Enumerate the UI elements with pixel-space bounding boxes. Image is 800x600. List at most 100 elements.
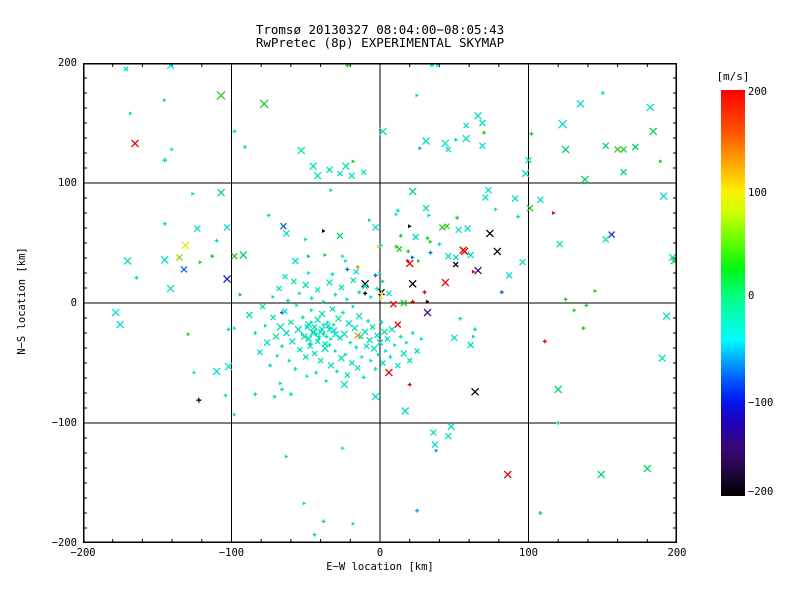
x-marker [521, 169, 530, 178]
plus-marker [333, 292, 338, 297]
x-marker [344, 372, 351, 378]
dot-marker [427, 213, 432, 218]
plus-marker [334, 369, 339, 374]
x-marker [620, 168, 627, 176]
dot-marker [425, 299, 430, 304]
x-marker [338, 284, 345, 291]
x-marker [556, 240, 564, 248]
dot-marker [326, 320, 331, 325]
dot-marker [271, 295, 276, 299]
x-marker [464, 225, 472, 233]
chart-title: Tromsø 20130327 08:04:00−08:05:43 RwPret… [83, 23, 677, 49]
dot-marker [376, 244, 381, 249]
plus-marker [453, 137, 458, 142]
y-tick-label: 100 [58, 177, 77, 189]
x-marker [385, 290, 392, 297]
x-marker [361, 279, 370, 288]
x-marker [380, 360, 386, 366]
dot-marker [593, 289, 598, 293]
x-marker [430, 429, 437, 437]
x-marker [354, 364, 361, 371]
x-marker [361, 328, 369, 336]
x-marker [351, 324, 359, 332]
dot-marker [295, 303, 299, 308]
plus-marker [162, 157, 168, 163]
x-marker [287, 319, 294, 326]
dot-marker [384, 349, 388, 353]
plus-marker [266, 213, 271, 218]
x-marker [282, 308, 288, 315]
dot-marker [471, 269, 476, 274]
plus-marker [422, 290, 427, 295]
plus-marker [314, 370, 319, 375]
x-marker [326, 166, 333, 174]
x-marker [280, 222, 287, 230]
dot-marker [298, 291, 302, 296]
x-marker [341, 162, 350, 171]
x-marker [388, 325, 396, 333]
x-marker [576, 99, 585, 108]
dot-marker [419, 337, 424, 341]
x-marker [166, 284, 175, 293]
x-marker [270, 314, 277, 321]
dot-marker [381, 279, 385, 284]
x-marker [216, 90, 226, 100]
x-marker [336, 170, 343, 177]
x-marker [116, 320, 125, 329]
dot-marker [393, 343, 397, 347]
x-marker [311, 324, 318, 330]
dot-marker [344, 259, 348, 263]
x-marker [256, 349, 263, 356]
dot-marker [323, 253, 328, 257]
plus-marker [481, 130, 486, 135]
dot-marker [351, 521, 356, 526]
x-marker [412, 233, 420, 241]
plus-marker [388, 355, 393, 359]
plus-marker [355, 265, 360, 269]
x-marker [414, 348, 421, 354]
dot-marker [434, 448, 439, 453]
plus-marker [285, 298, 290, 303]
x-marker [493, 247, 502, 256]
plus-marker [499, 290, 504, 295]
plus-marker [361, 375, 366, 380]
plus-marker [300, 315, 305, 320]
x-marker [272, 333, 280, 341]
dot-marker [275, 353, 280, 358]
dot-marker [471, 334, 476, 339]
x-marker [370, 345, 378, 353]
plus-marker [556, 421, 561, 425]
dot-marker [379, 296, 384, 301]
x-marker [181, 241, 190, 250]
x-marker [444, 432, 452, 440]
x-marker [389, 300, 397, 308]
dot-marker [329, 337, 333, 341]
y-axis-title: N−S location [km] [16, 247, 28, 355]
plus-marker [529, 131, 534, 136]
plus-marker [321, 322, 326, 327]
dot-marker [360, 355, 365, 359]
x-marker [536, 196, 544, 204]
x-marker [467, 341, 475, 349]
dot-marker [324, 379, 329, 383]
plus-marker [455, 215, 460, 220]
x-marker [276, 285, 282, 292]
plus-marker [214, 238, 219, 243]
dot-marker [321, 229, 326, 233]
x-marker [450, 334, 458, 342]
dot-marker [232, 326, 237, 331]
dot-marker [344, 352, 348, 357]
plus-marker [317, 334, 322, 339]
x-marker [245, 311, 253, 319]
plus-marker [410, 331, 415, 335]
dot-marker [186, 332, 191, 337]
dot-marker [310, 308, 314, 313]
x-marker [223, 275, 232, 283]
dot-marker [369, 295, 374, 299]
dot-marker [341, 254, 345, 259]
x-marker [348, 172, 356, 180]
x-marker [441, 278, 450, 287]
plus-marker [253, 331, 258, 335]
x-marker [282, 229, 290, 237]
plus-marker [288, 392, 293, 397]
